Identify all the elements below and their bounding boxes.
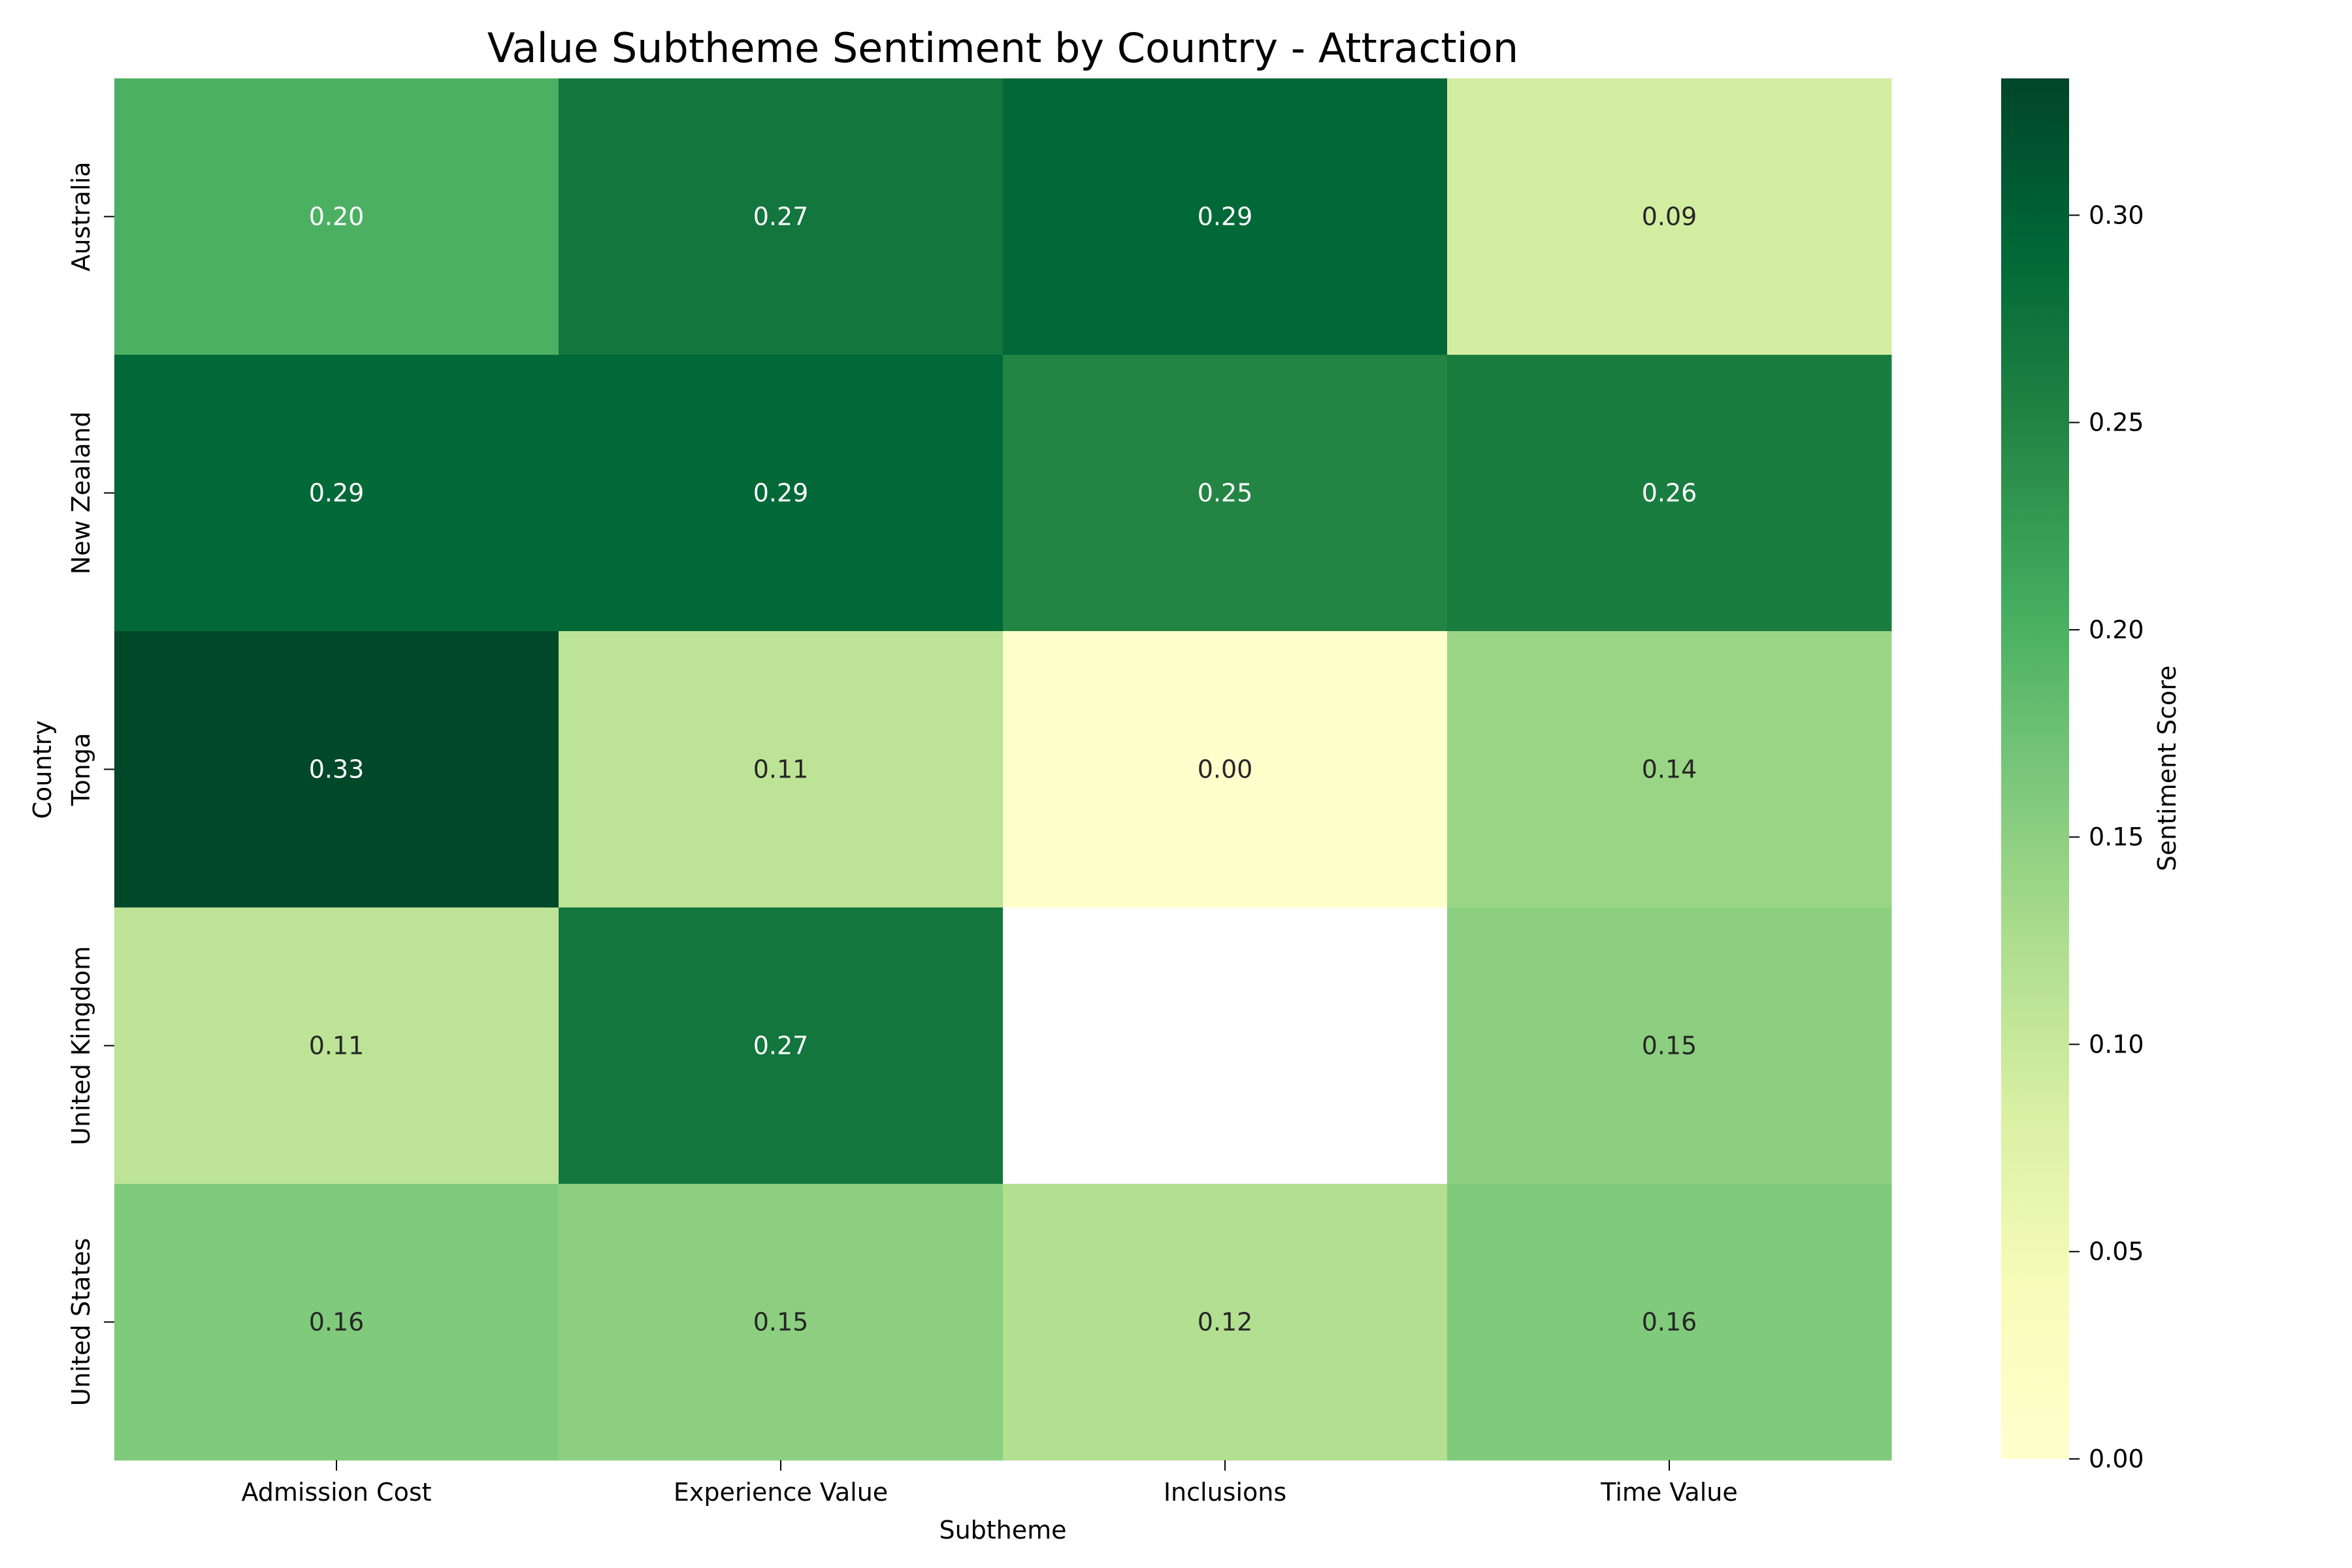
heatmap-cell-labels: 0.20 0.27 0.29 0.09 0.29 0.29 0.25 0.26 0.33 0.11… [309, 203, 1697, 1337]
heatmap-cell [1447, 1184, 1892, 1461]
heatmap-cell [559, 1184, 1004, 1461]
y-axis-ticks: Australia New Zealand Tonga United Kingdom U… [67, 161, 114, 1406]
y-tick-label: Tonga [67, 733, 95, 807]
heatmap-cell [559, 907, 1004, 1184]
colorbar-ticks: 0.00 0.05 0.10 0.15 0.20 0.25 0.30 [2069, 201, 2144, 1473]
colorbar-label: Sentiment Score [2153, 666, 2181, 872]
heatmap-cell [559, 355, 1004, 632]
cell-value-label: 0.11 [753, 755, 809, 784]
y-tick-label: Australia [67, 161, 95, 271]
x-axis-ticks: Admission Cost Experience Value Inclusions… [241, 1460, 1738, 1507]
x-axis-label: Subtheme [939, 1516, 1066, 1544]
cell-value-label: 0.20 [309, 203, 365, 231]
y-tick-label: New Zealand [67, 412, 95, 575]
y-axis-label: Country [28, 721, 57, 819]
heatmap-cell [1447, 78, 1892, 355]
cell-value-label: 0.29 [1198, 203, 1253, 231]
heatmap-cells [114, 78, 1892, 1461]
heatmap-cell [114, 631, 559, 908]
y-tick-label: United States [67, 1238, 95, 1406]
heatmap-cell [1003, 907, 1448, 1184]
colorbar-tick-label: 0.25 [2089, 408, 2144, 437]
heatmap-cell [1447, 355, 1892, 632]
colorbar-tick-label: 0.15 [2089, 823, 2144, 851]
cell-value-label: 0.29 [753, 479, 809, 508]
heatmap-cell [114, 78, 559, 355]
heatmap-cell [559, 631, 1004, 908]
colorbar-tick-label: 0.20 [2089, 615, 2144, 644]
cell-value-label: 0.14 [1642, 755, 1697, 784]
heatmap-cell [1003, 1184, 1448, 1461]
cell-value-label: 0.27 [753, 203, 809, 231]
heatmap-cell [114, 1184, 559, 1461]
colorbar: 0.00 0.05 0.10 0.15 0.20 0.25 0.30 Sentiment S… [2001, 78, 2181, 1473]
heatmap-cell [1447, 631, 1892, 908]
cell-value-label: 0.00 [1198, 755, 1253, 784]
cell-value-label: 0.15 [1642, 1032, 1697, 1060]
cell-value-label: 0.33 [309, 755, 365, 784]
colorbar-tick-label: 0.05 [2089, 1237, 2144, 1266]
x-tick-label: Time Value [1600, 1478, 1737, 1507]
chart-title: Value Subtheme Sentiment by Country - At… [487, 24, 1518, 72]
heatmap-cell [114, 907, 559, 1184]
cell-value-label: 0.25 [1198, 479, 1253, 508]
cell-value-label: 0.29 [309, 479, 365, 508]
colorbar-tick-label: 0.10 [2089, 1030, 2144, 1058]
cell-value-label: 0.16 [1642, 1308, 1697, 1337]
colorbar-gradient [2001, 78, 2069, 1459]
heatmap-cell [1447, 907, 1892, 1184]
x-tick-label: Experience Value [674, 1478, 888, 1507]
heatmap-cell [559, 78, 1004, 355]
x-tick-label: Admission Cost [241, 1478, 431, 1507]
colorbar-tick-label: 0.30 [2089, 201, 2144, 229]
heatmap-cell [114, 355, 559, 632]
colorbar-tick-label: 0.00 [2089, 1445, 2144, 1473]
cell-value-label: 0.16 [309, 1308, 365, 1337]
cell-value-label: 0.26 [1642, 479, 1697, 508]
heatmap-cell [1003, 631, 1448, 908]
heatmap-cell [1003, 78, 1448, 355]
cell-value-label: 0.11 [309, 1032, 365, 1060]
x-tick-label: Inclusions [1164, 1478, 1286, 1507]
heatmap-cell [1003, 355, 1448, 632]
cell-value-label: 0.27 [753, 1032, 809, 1060]
cell-value-label: 0.15 [753, 1308, 809, 1337]
cell-value-label: 0.12 [1198, 1308, 1253, 1337]
cell-value-label: 0.09 [1642, 203, 1697, 231]
y-tick-label: United Kingdom [67, 946, 95, 1145]
